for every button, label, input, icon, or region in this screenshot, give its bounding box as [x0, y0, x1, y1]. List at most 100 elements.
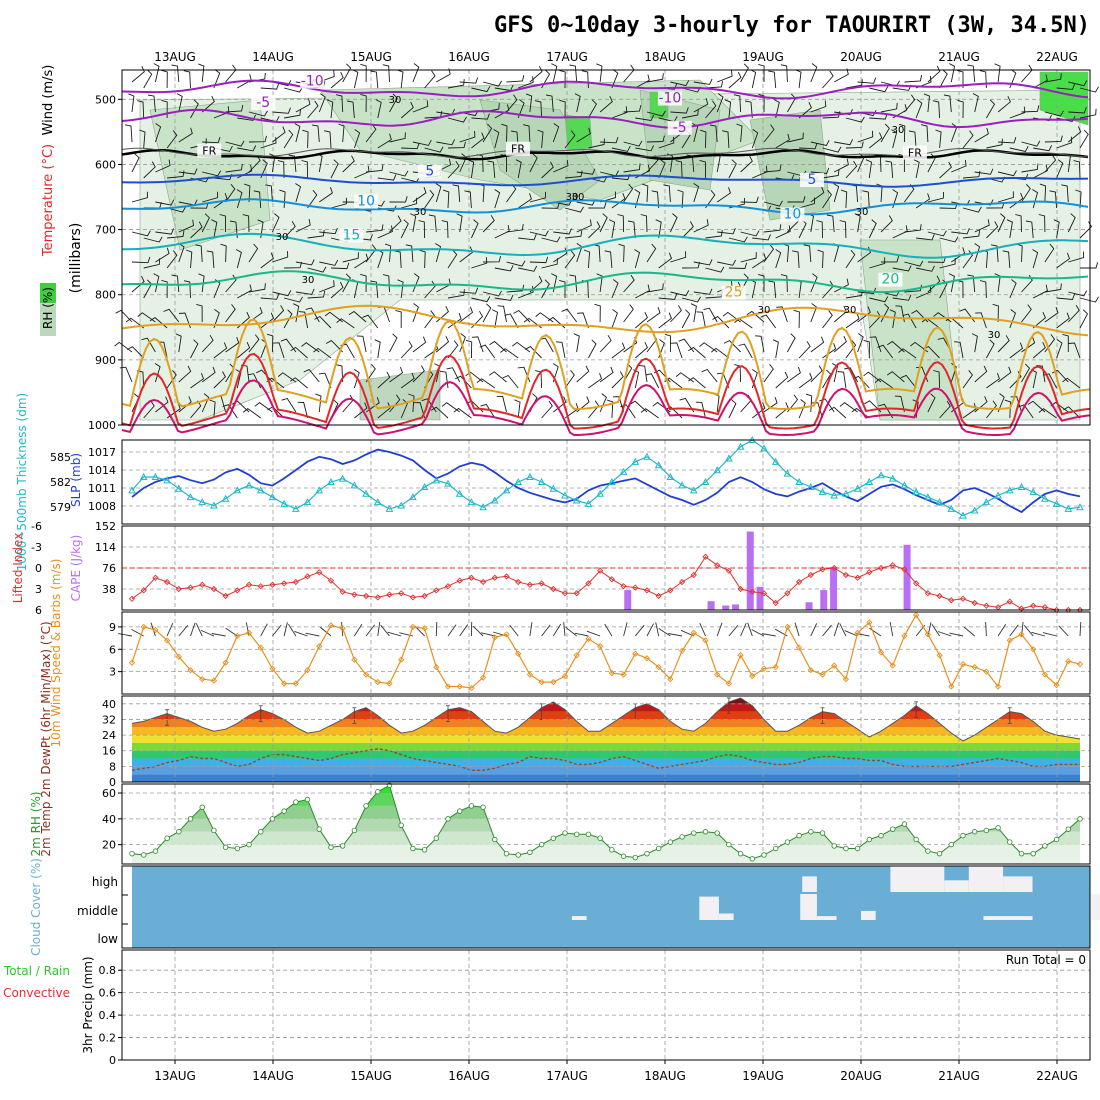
surface-wind-barb [646, 623, 654, 637]
wind-barb [470, 219, 479, 239]
rh-marker [339, 843, 346, 849]
wind-barb [537, 129, 544, 149]
wind-barb [670, 251, 687, 263]
cape-bar [830, 566, 838, 610]
wind-barb [810, 365, 823, 383]
wind-barb [377, 402, 391, 419]
wind-barb [447, 313, 462, 329]
cloud-cover-middle [983, 916, 1033, 920]
lifted-tick-label: 0 [35, 562, 42, 575]
wind-barb [892, 189, 899, 209]
wind-barb [845, 160, 858, 179]
wind-barb [1056, 252, 1071, 269]
panel-frame [121, 695, 1091, 783]
wind-barb [225, 304, 236, 323]
y-tick-label: 3 [109, 666, 116, 679]
wind-barb [599, 96, 613, 113]
wind-barb [1021, 304, 1032, 323]
wind-speed-marker [889, 662, 896, 669]
wind-barb [975, 312, 987, 329]
wind-barb [155, 159, 171, 173]
thickness-marker [713, 466, 722, 474]
wind-barb [1073, 160, 1081, 179]
wind-barb [295, 288, 315, 295]
date-label-bottom: 13AUG [154, 1069, 196, 1083]
thickness-marker [806, 482, 815, 491]
wind-barb [1002, 250, 1011, 269]
wind-barb [612, 396, 625, 413]
surface-wind-barb [997, 623, 1007, 637]
wind-barb [482, 123, 493, 143]
lifted-index-marker [351, 591, 358, 598]
lifted-index-marker [749, 588, 756, 595]
wind-barb [143, 258, 161, 269]
wind-barb [336, 364, 344, 383]
y-tick-label: 9 [109, 621, 116, 634]
wind-barb [465, 371, 484, 383]
wind-barb [342, 252, 359, 263]
y-tick-label: 40 [102, 698, 116, 711]
wind-barb [915, 99, 923, 119]
cape-bar [805, 602, 813, 610]
wind-speed-marker [573, 652, 580, 659]
lifted-index-marker [281, 580, 288, 587]
wind-barb [576, 127, 591, 143]
lifted-index-marker [737, 585, 744, 593]
wind-barb [237, 114, 257, 121]
wind-speed-line [131, 613, 1081, 689]
wind-barb [524, 346, 542, 359]
rh-marker [1042, 843, 1048, 849]
wind-barb [611, 192, 626, 209]
wind-barb [534, 100, 543, 119]
wind-barb [1025, 220, 1034, 239]
wind-barb [489, 371, 507, 383]
wind-speed-marker [667, 675, 674, 683]
panel-background [122, 950, 1090, 1060]
wind-speed-marker [971, 664, 978, 671]
wind-barb [646, 243, 657, 263]
wind-barb [283, 220, 296, 239]
wind-barb [780, 64, 788, 83]
wind-speed-marker [327, 622, 335, 629]
thickness-marker [760, 444, 768, 452]
thickness-marker [561, 491, 569, 499]
surface-wind-barb [794, 622, 800, 637]
rh-marker [655, 845, 662, 852]
wind-barb [932, 100, 941, 119]
wind-barb [454, 375, 472, 389]
wind-barb [412, 100, 429, 113]
wind-barb [1068, 126, 1082, 143]
thickness-marker [479, 503, 487, 511]
rh-marker [971, 829, 978, 835]
wind-barb [143, 236, 163, 243]
rh-marker [445, 816, 451, 822]
thickness-marker [994, 491, 1002, 499]
date-label-top: 18AUG [644, 50, 686, 64]
rh-marker [574, 831, 580, 838]
wind-barb [986, 372, 1000, 389]
wind-barb [588, 138, 605, 149]
rh-contour-label: 30 [566, 192, 579, 203]
rh-contour-label: 30 [389, 95, 402, 106]
wind-barb [845, 340, 857, 359]
temp-band [132, 750, 1080, 759]
surface-wind-barb [655, 622, 660, 637]
panel-frame [121, 439, 1091, 525]
wind-speed-marker [678, 647, 686, 654]
wind-barb [131, 153, 140, 173]
wind-barb [198, 63, 205, 83]
wind-barb [1038, 408, 1057, 419]
cape-tick-label: 38 [102, 583, 116, 596]
rh-marker [293, 799, 299, 805]
wind-barb [535, 312, 554, 323]
wind-speed-marker [222, 659, 229, 666]
wind-barb [471, 86, 491, 93]
date-label-bottom: 19AUG [742, 1069, 784, 1083]
rh-marker [187, 816, 194, 822]
wind-barb [389, 170, 409, 177]
wind-barb [576, 365, 590, 383]
wind-barb [703, 307, 718, 323]
cloud-cover-high [968, 866, 1004, 892]
wind-barb [746, 310, 765, 323]
wind-barb [201, 366, 216, 383]
